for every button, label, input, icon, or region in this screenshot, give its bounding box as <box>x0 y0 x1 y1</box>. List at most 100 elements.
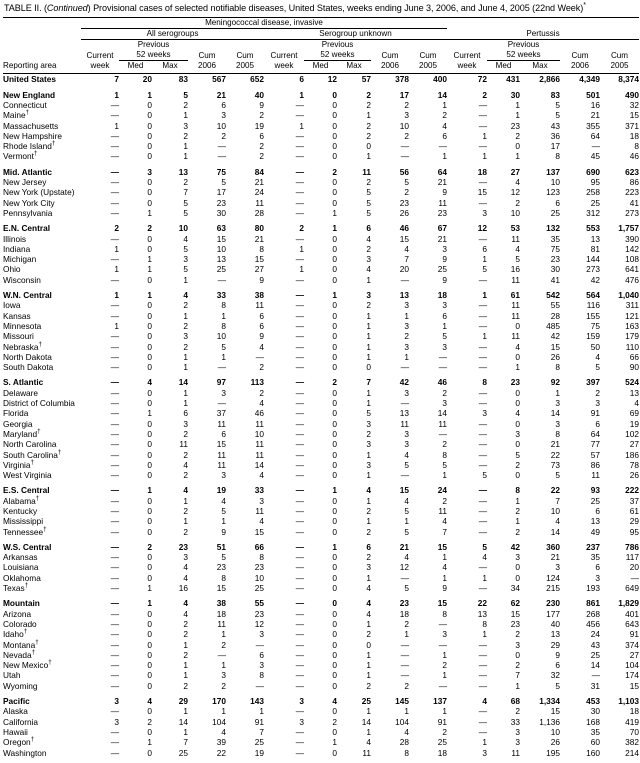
data-cell: 75 <box>216 166 226 177</box>
table-row: Mountain — 1 4 38 55 — 0 4 23 15 22 62 230 861 1,829 <box>3 598 639 608</box>
data-cell: 70 <box>629 726 639 737</box>
data-cell: 1 <box>515 100 520 110</box>
data-cell: 4 <box>366 485 371 496</box>
data-cell: 123 <box>546 187 560 198</box>
data-cell: 2 <box>183 449 188 460</box>
table-row: Montana† — 0 1 2 — — 0 0 — — — 3 29 43 374 <box>3 639 639 650</box>
data-cell: 1,829 <box>618 598 639 609</box>
data-cell: 2 <box>366 680 371 691</box>
data-cell: 3 <box>299 696 304 707</box>
data-cell: 41 <box>629 197 639 208</box>
data-cell: 0 <box>332 187 337 198</box>
data-cell: 0 <box>147 418 152 429</box>
data-cell: 11 <box>217 459 226 470</box>
data-cell: 7 <box>442 526 447 537</box>
data-cell: 1 <box>332 223 337 234</box>
data-cell: 3 <box>114 716 119 727</box>
data-cell: — <box>295 320 304 331</box>
data-cell: 2 <box>515 629 520 640</box>
data-cell: 1,103 <box>618 696 639 707</box>
data-cell: 23 <box>510 120 520 131</box>
data-cell: 2 <box>299 223 304 234</box>
reporting-area-cell: Vermont† <box>3 150 38 162</box>
data-cell: 2 <box>515 459 520 470</box>
row-footnote-mark: † <box>30 736 35 744</box>
title-suffix: ) Provisional cases of selected notifiab… <box>87 3 584 13</box>
data-cell: 0 <box>147 274 152 285</box>
data-cell: — <box>295 747 304 758</box>
data-cell: 24 <box>254 187 264 198</box>
data-cell: 4 <box>183 572 188 583</box>
table-row: South Dakota — 0 1 — 2 — 0 0 — — — 1 8 5 90 <box>3 362 639 372</box>
title-continued: Continued <box>46 3 88 13</box>
data-cell: 21 <box>437 177 447 188</box>
data-cell: 453 <box>586 696 600 707</box>
data-cell: 68 <box>510 696 520 707</box>
data-cell: 1 <box>299 89 304 100</box>
data-cell: 2 <box>366 526 371 537</box>
data-cell: — <box>295 177 304 188</box>
data-cell: 11 <box>179 439 188 450</box>
data-cell: 11 <box>511 300 520 311</box>
data-cell: 1 <box>221 310 226 321</box>
reporting-area-cell: Delaware <box>3 387 39 398</box>
data-cell: 108 <box>625 254 639 265</box>
data-cell: 643 <box>625 618 639 629</box>
data-cell: 5 <box>555 470 560 481</box>
data-cell: 61 <box>510 290 520 301</box>
data-cell: 18 <box>437 290 447 301</box>
data-cell: — <box>478 120 487 131</box>
data-cell: 1 <box>482 737 487 748</box>
data-cell: 2 <box>332 166 337 177</box>
data-cell: 3 <box>366 562 371 573</box>
data-cell: 3 <box>183 254 188 265</box>
data-cell: 1 <box>221 629 226 640</box>
data-cell: 195 <box>546 747 560 758</box>
header-cum2006-3a: Cum <box>571 50 589 60</box>
data-cell: — <box>110 300 119 311</box>
data-cell: 92 <box>550 377 560 388</box>
data-cell: 312 <box>586 207 600 218</box>
data-cell: — <box>110 100 119 110</box>
data-cell: 1 <box>147 207 152 218</box>
header-previous-1: Previous <box>137 40 170 50</box>
data-cell: 0 <box>147 706 152 717</box>
data-cell: 3 <box>515 737 520 748</box>
data-cell: 4 <box>183 459 188 470</box>
data-cell: 3 <box>515 726 520 737</box>
data-cell: 83 <box>550 89 560 100</box>
data-cell: 4 <box>515 408 520 419</box>
data-cell: — <box>478 362 487 373</box>
data-cell: 3 <box>183 418 188 429</box>
header-cum2006-1b: 2006 <box>197 61 216 71</box>
data-cell: 11 <box>255 300 264 311</box>
header-52weeks-1: 52 weeks <box>119 50 188 62</box>
data-cell: 15 <box>510 608 520 619</box>
data-cell: 3 <box>442 341 447 352</box>
data-cell: 1 <box>114 290 119 301</box>
data-cell: 15 <box>216 583 226 594</box>
reporting-area-cell: Virginia† <box>3 459 34 470</box>
data-cell: 1 <box>147 583 152 594</box>
reporting-area-cell: North Dakota <box>3 351 52 362</box>
data-cell: 0 <box>147 747 152 758</box>
data-cell: 63 <box>216 223 226 234</box>
data-cell: 6 <box>299 74 304 85</box>
data-cell: 12 <box>327 74 337 85</box>
data-cell: 6 <box>442 130 447 141</box>
data-cell: 0 <box>515 141 520 152</box>
data-cell: 42 <box>590 274 600 285</box>
data-cell: — <box>295 726 304 737</box>
data-cell: 27 <box>629 439 639 450</box>
data-cell: 5 <box>183 264 188 275</box>
data-cell: 3 <box>442 629 447 640</box>
data-cell: 15 <box>254 254 264 265</box>
data-cell: 2,866 <box>539 74 560 85</box>
data-cell: 60 <box>590 737 600 748</box>
data-cell: 0 <box>332 598 337 609</box>
data-cell: 1 <box>482 290 487 301</box>
data-cell: 15 <box>254 526 264 537</box>
data-cell: 11 <box>255 449 264 460</box>
data-cell: 1 <box>442 552 447 563</box>
data-cell: 155 <box>586 310 600 321</box>
